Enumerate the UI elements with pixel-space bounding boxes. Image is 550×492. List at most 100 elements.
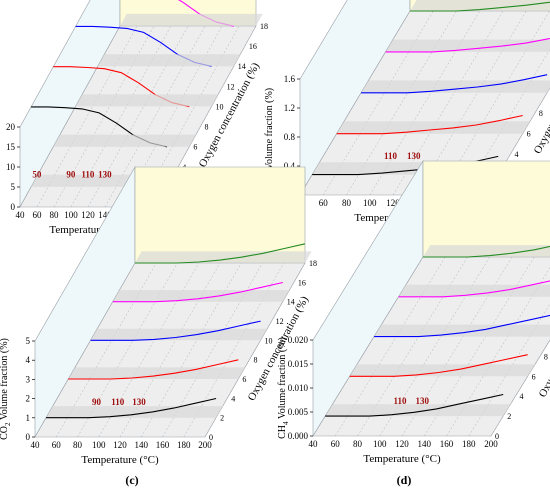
x-tick-label: 40 (16, 210, 26, 220)
x-tick-label: 180 (177, 440, 191, 450)
x-tick-label: 80 (342, 198, 352, 208)
y-tick-label: 5 (26, 336, 31, 346)
z-tick-label: 0 (209, 433, 213, 442)
z-tick-label: 14 (287, 298, 295, 307)
z-tick-label: 6 (242, 375, 246, 384)
series-line (325, 393, 504, 417)
z-tick-label: 10 (216, 102, 224, 111)
panel-tag: (d) (397, 473, 412, 487)
peak-annotation: 130 (98, 170, 112, 180)
x-tick-label: 60 (319, 198, 329, 208)
rear-wall (422, 160, 550, 258)
series-slab (120, 13, 263, 26)
x-tick-label: 140 (135, 440, 149, 450)
x-tick-label: 80 (50, 210, 60, 220)
x-tick-label: 40 (31, 440, 41, 450)
z-tick-label: 18 (260, 22, 268, 31)
y-tick-label: 1.2 (284, 103, 295, 113)
floor-gridline (446, 267, 550, 437)
panel-tag: (c) (125, 473, 138, 487)
series-slab (325, 404, 511, 417)
series-slab (410, 0, 550, 11)
series-slab (349, 364, 535, 377)
x-tick-label: 60 (52, 440, 62, 450)
y-tick-label: 2 (26, 394, 31, 404)
peak-annotation: 110 (81, 170, 95, 180)
y-tick-label: 0.010 (288, 383, 309, 393)
series-line (410, 1, 550, 12)
z-tick-label: 8 (253, 356, 257, 365)
x-tick-label: 160 (156, 440, 170, 450)
x-tick-label: 120 (113, 440, 127, 450)
y-tick-label: 1.6 (284, 74, 296, 84)
x-tick-label: 180 (462, 439, 476, 449)
series-slab (46, 406, 223, 418)
y-tick-label: 15 (6, 142, 16, 152)
series-line (135, 243, 306, 264)
y-tick-label: 0.000 (288, 431, 309, 441)
y-tick-label: 0.015 (288, 359, 309, 369)
series-line (361, 74, 548, 94)
y-tick-label: 0 (11, 202, 16, 212)
series-slab (135, 251, 312, 263)
series-slab (90, 328, 268, 341)
peak-annotation: 90 (66, 170, 76, 180)
series-slab (398, 284, 550, 297)
z-tick-label: 12 (227, 82, 235, 91)
x-tick-label: 120 (386, 198, 400, 208)
series-line (374, 314, 550, 338)
x-tick-label: 60 (331, 439, 341, 449)
z-tick-label: 4 (231, 394, 235, 403)
x-tick-label: 120 (395, 439, 409, 449)
floor-gridline (335, 256, 446, 437)
z-tick-label: 8 (204, 123, 208, 132)
z-tick-label: 12 (276, 317, 284, 326)
y-tick-label: 1 (26, 413, 31, 423)
y-tick-label: 0.005 (288, 407, 309, 417)
y-tick-label: 5 (11, 182, 16, 192)
x-tick-label: 140 (418, 439, 432, 449)
x-tick-label: 60 (33, 210, 43, 220)
series-line (68, 359, 239, 380)
x-axis-label: Temperature (°C) (81, 454, 159, 466)
y-axis-label: CH4 Volume fraction (%) (277, 337, 290, 439)
floor-gridline (490, 339, 550, 437)
peak-annotation: 90 (92, 397, 102, 407)
series-line (423, 245, 550, 258)
series-slab (374, 324, 550, 337)
y-tick-label: 3 (26, 374, 31, 384)
series-slab (53, 134, 196, 147)
panel-1: 0.00.40.81.21.64060801001201401601802000… (264, 0, 550, 249)
series-line (385, 37, 550, 53)
x-tick-label: 80 (353, 439, 363, 449)
series-line (46, 397, 217, 419)
series-slab (112, 290, 290, 302)
x-tick-label: 120 (81, 210, 95, 220)
y-tick-label: 0.4 (284, 161, 296, 171)
z-tick-label: 4 (519, 392, 523, 401)
z-tick-label: 8 (544, 352, 548, 361)
series-slab (385, 39, 550, 52)
x-tick-label: 100 (64, 210, 78, 220)
z-tick-label: 2 (507, 412, 511, 421)
z-tick-label: 16 (298, 278, 306, 287)
y-tick-label: 0 (26, 432, 31, 442)
series-slab (97, 54, 241, 67)
series-slab (336, 121, 530, 134)
y-tick-label: 20 (6, 122, 16, 132)
floor-gridline (424, 256, 535, 437)
series-line (112, 281, 283, 303)
peak-annotation: 130 (416, 396, 430, 406)
y-tick-label: 10 (6, 162, 16, 172)
series-line (349, 354, 528, 377)
z-tick-label: 0 (495, 432, 499, 441)
series-line (90, 320, 261, 341)
z-tick-label: 6 (527, 130, 531, 139)
z-tick-label: 18 (309, 259, 317, 268)
x-tick-label: 200 (484, 439, 498, 449)
series-line (336, 114, 523, 135)
z-tick-label: 10 (265, 336, 273, 345)
z-tick-label: 2 (220, 414, 224, 423)
